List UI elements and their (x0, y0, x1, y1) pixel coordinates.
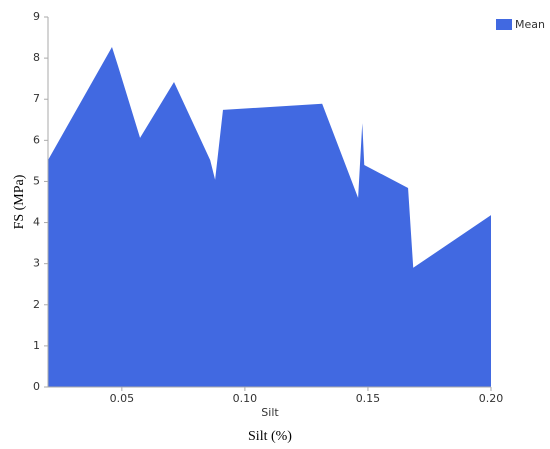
y-tick-label: 8 (33, 51, 40, 64)
x-tick-label: 0.05 (110, 392, 135, 405)
y-tick-label: 2 (33, 298, 40, 311)
legend-label: Mean (515, 18, 545, 31)
y-tick-label: 5 (33, 174, 40, 187)
x-tick-label: 0.15 (356, 392, 381, 405)
area (48, 47, 491, 388)
y-tick-label: 0 (33, 380, 40, 393)
y-axis-title: FS (MPa) (12, 174, 27, 229)
x-caption: Silt (%) (248, 429, 292, 444)
y-tick-label: 7 (33, 92, 40, 105)
y-tick-label: 6 (33, 133, 40, 146)
y-tick-label: 1 (33, 339, 40, 352)
y-tick-label: 9 (33, 10, 40, 23)
y-tick-label: 3 (33, 257, 40, 270)
y-tick-label: 4 (33, 216, 40, 229)
x-tick-label: 0.10 (233, 392, 258, 405)
x-tick-label: 0.20 (479, 392, 504, 405)
x-axis-title: Silt (261, 406, 279, 419)
legend-swatch (496, 19, 512, 30)
